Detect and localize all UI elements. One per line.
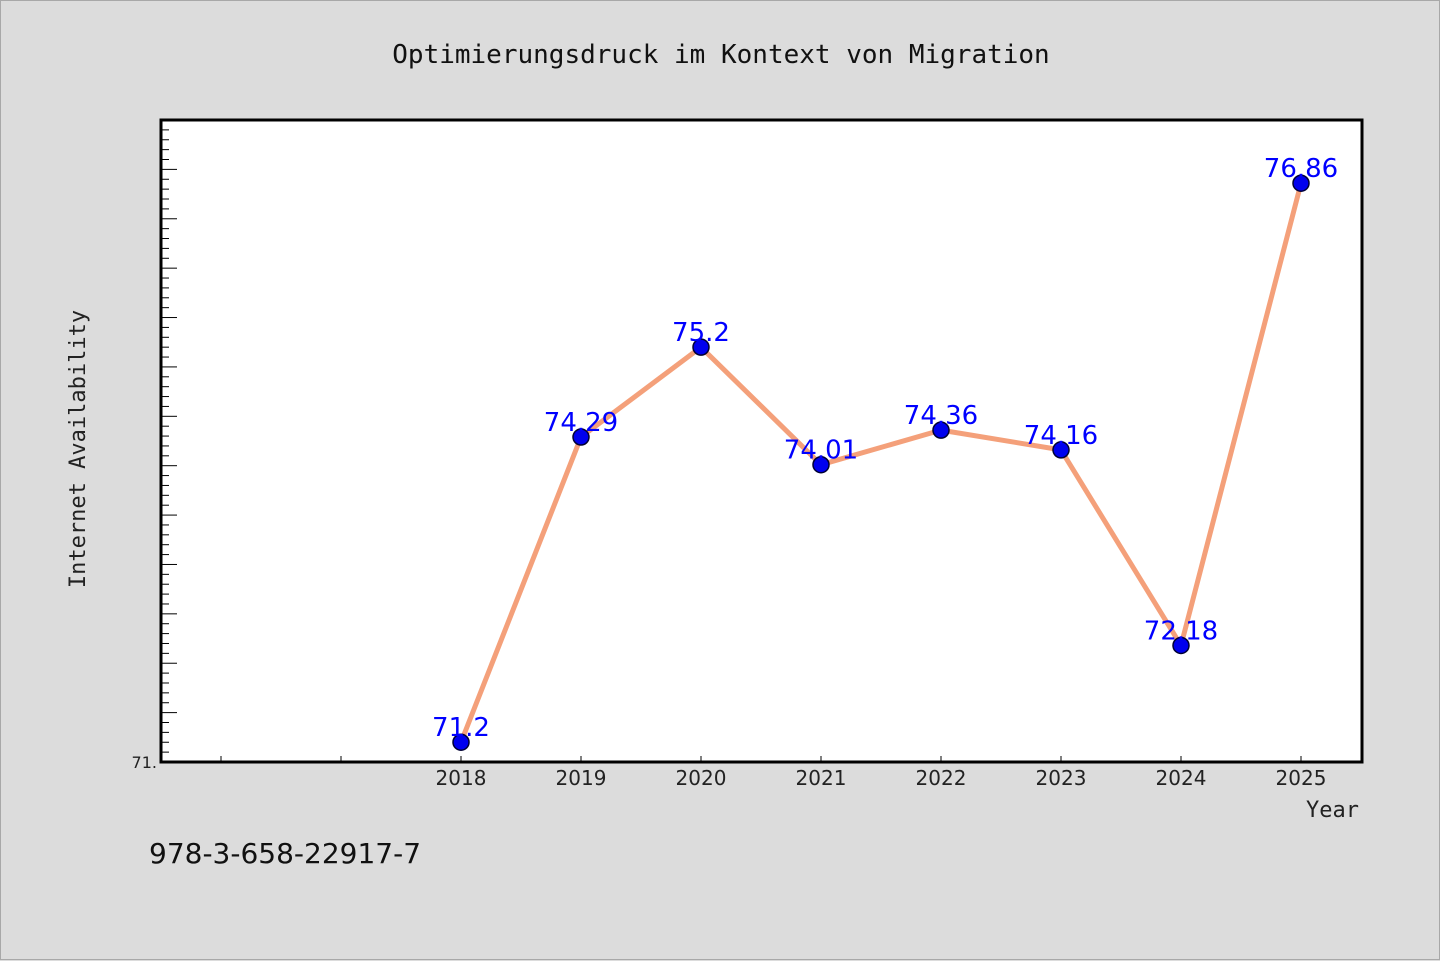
series-line bbox=[458, 182, 1304, 744]
data-point bbox=[1292, 174, 1310, 192]
data-label: 76.86 bbox=[1264, 154, 1338, 184]
x-tick-label: 2021 bbox=[796, 766, 847, 790]
y-axis-label: Internet Availability bbox=[66, 310, 91, 588]
x-tick-label: 2022 bbox=[916, 766, 967, 790]
data-labels: 71.2 74.29 75.2 74.01 74.36 74.16 72.18 76.86 bbox=[432, 154, 1338, 743]
x-tick-label: 2018 bbox=[436, 766, 487, 790]
data-label: 74.29 bbox=[544, 408, 618, 438]
data-label: 72.18 bbox=[1144, 616, 1218, 646]
x-axis-label: Year bbox=[1306, 798, 1359, 823]
data-label: 74.01 bbox=[784, 436, 858, 466]
data-point bbox=[572, 428, 590, 446]
data-markers bbox=[452, 174, 1310, 751]
x-tick-label: 2019 bbox=[556, 766, 607, 790]
x-tick-label: 2023 bbox=[1036, 766, 1087, 790]
data-label: 71.2 bbox=[432, 713, 490, 743]
data-label: 74.16 bbox=[1024, 421, 1098, 451]
y-axis-tick-labels: 71. bbox=[132, 753, 157, 772]
data-point bbox=[452, 733, 470, 751]
data-point bbox=[692, 338, 710, 356]
x-tick-label: 2025 bbox=[1276, 766, 1327, 790]
data-label: 74.36 bbox=[904, 401, 978, 431]
chart-title: Optimierungsdruck im Kontext von Migrati… bbox=[392, 40, 1049, 70]
x-tick-label: 2024 bbox=[1156, 766, 1207, 790]
y-tick-label: 71. bbox=[132, 753, 157, 772]
plot-area bbox=[159, 118, 1364, 764]
x-axis-ticks bbox=[220, 756, 1302, 762]
y-axis-ticks bbox=[161, 129, 177, 763]
x-tick-label: 2020 bbox=[676, 766, 727, 790]
data-point bbox=[1172, 636, 1190, 655]
data-point bbox=[1052, 441, 1070, 459]
footer-isbn: 978-3-658-22917-7 bbox=[149, 837, 421, 870]
data-point bbox=[932, 421, 950, 439]
data-label: 75.2 bbox=[672, 318, 730, 348]
x-axis-tick-labels: 2018 2019 2020 2021 2022 2023 2024 2025 bbox=[436, 766, 1327, 790]
data-point bbox=[812, 455, 830, 474]
